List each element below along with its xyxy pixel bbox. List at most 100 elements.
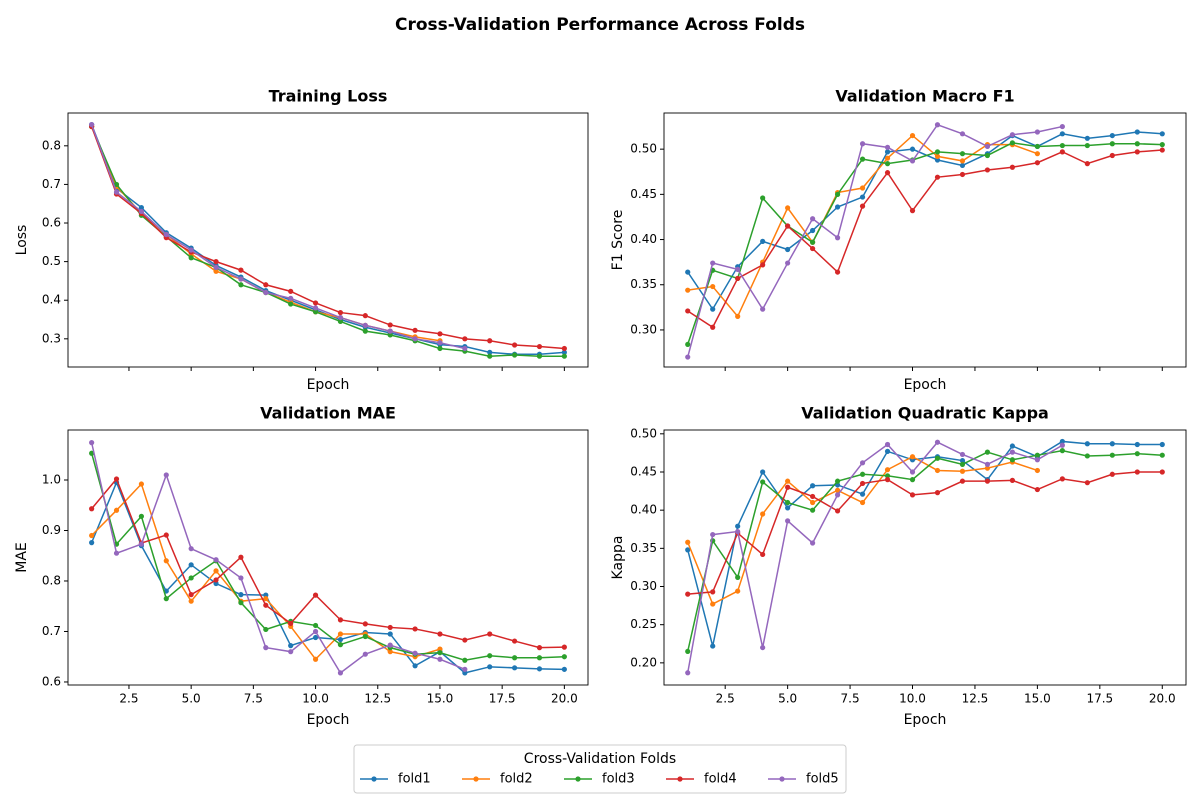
point (213, 577, 219, 583)
point (561, 349, 567, 355)
point (561, 666, 567, 672)
point (1009, 443, 1016, 449)
point (312, 309, 319, 315)
x-tick-label: 10.0 (899, 692, 926, 706)
point (859, 203, 866, 209)
x-tick-label: 17.5 (489, 692, 516, 706)
point (834, 508, 841, 514)
point (213, 568, 219, 574)
point (859, 460, 866, 466)
point (462, 637, 468, 643)
point (785, 484, 791, 490)
point (1059, 149, 1065, 155)
point (437, 656, 443, 662)
point (487, 353, 493, 359)
point (1034, 143, 1040, 150)
point (462, 666, 468, 672)
point (810, 245, 816, 252)
point (536, 666, 543, 672)
point (959, 162, 966, 169)
x-tick-label: 17.5 (1086, 692, 1113, 706)
series-line (687, 440, 1163, 647)
point (984, 449, 991, 455)
point (312, 622, 319, 629)
point (859, 156, 866, 162)
point (362, 633, 368, 640)
point (1009, 477, 1016, 483)
legend-marker (779, 776, 785, 782)
point (238, 267, 244, 273)
point (412, 626, 418, 632)
y-tick-label: 0.20 (630, 655, 657, 669)
point (859, 185, 866, 191)
point (909, 208, 916, 214)
legend-label: fold1 (398, 772, 431, 787)
point (859, 141, 866, 147)
point (213, 264, 219, 271)
point (810, 216, 816, 222)
point (288, 643, 294, 649)
point (337, 309, 344, 316)
point (512, 352, 518, 358)
point (238, 575, 244, 581)
point (512, 655, 518, 661)
y-axis-label: Loss (14, 225, 30, 256)
series-line (686, 441, 1063, 673)
point (1034, 151, 1040, 157)
point (1059, 438, 1065, 445)
point (710, 283, 716, 290)
point (288, 295, 294, 301)
series-line (90, 480, 565, 674)
point (238, 592, 244, 598)
point (213, 259, 219, 265)
point (263, 602, 269, 608)
point (810, 493, 816, 500)
series-line (687, 149, 1163, 329)
point (188, 546, 194, 552)
point (685, 539, 691, 545)
point (1134, 141, 1140, 147)
point (959, 461, 966, 467)
point (113, 189, 120, 195)
point (859, 491, 866, 497)
point (337, 318, 344, 325)
point (1084, 453, 1090, 459)
point (1034, 457, 1040, 463)
point (760, 469, 766, 475)
y-tick-label: 0.50 (630, 426, 657, 440)
point (337, 636, 344, 643)
point (1109, 471, 1115, 477)
point (959, 468, 966, 474)
point (685, 308, 691, 314)
point (312, 634, 319, 641)
point (89, 440, 95, 446)
axes-frame (663, 429, 1187, 686)
point (984, 152, 991, 159)
point (263, 282, 269, 288)
point (1034, 160, 1040, 166)
point (785, 260, 791, 266)
legend-marker (677, 776, 683, 782)
point (760, 238, 766, 244)
x-axis-label: Epoch (904, 377, 947, 393)
x-tick-label: 20.0 (551, 692, 578, 706)
point (1084, 161, 1090, 167)
point (909, 158, 916, 164)
point (437, 345, 443, 352)
point (959, 171, 966, 178)
point (984, 478, 991, 484)
point (760, 195, 766, 201)
point (362, 651, 368, 657)
point (1059, 476, 1065, 482)
point (1134, 129, 1140, 135)
point (934, 174, 941, 180)
point (263, 596, 269, 602)
point (685, 341, 691, 348)
point (113, 181, 120, 188)
point (934, 467, 941, 474)
point (412, 650, 418, 656)
y-tick-label: 0.35 (630, 277, 657, 291)
series-line (687, 123, 1063, 358)
point (1159, 441, 1165, 448)
point (934, 153, 941, 159)
